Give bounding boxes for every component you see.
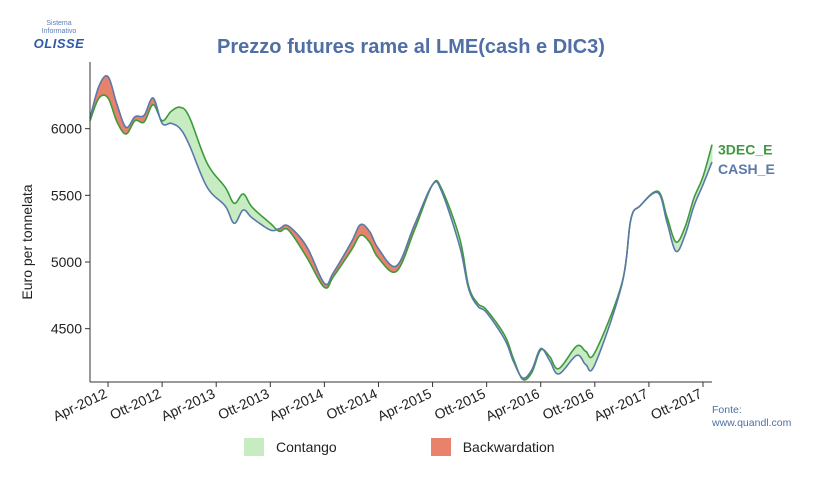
- axes: 4500 5000 5500 6000 Apr-2012Ott-2012Apr-2013…: [19, 62, 712, 424]
- series-label-cash-e: CASH_E: [718, 161, 775, 177]
- y-tick-label: 5500: [51, 187, 82, 203]
- logo-brand: OLISSE: [33, 36, 85, 51]
- logo-line-2: Informativo: [41, 28, 77, 35]
- series-line-3dec-e: [89, 94, 713, 381]
- olisse-logo: Sistema Informativo OLISSE: [32, 20, 86, 51]
- x-tick-label: Ott-2015: [432, 385, 488, 423]
- legend-swatch-contango: [244, 438, 264, 456]
- series-labels: 3DEC_E CASH_E: [718, 142, 775, 177]
- x-tick-label: Apr-2015: [375, 385, 434, 424]
- x-tick-label: Ott-2016: [540, 385, 596, 423]
- spread-fills: [89, 75, 713, 381]
- series-line-cash-e: [89, 74, 713, 380]
- series-lines: [89, 74, 713, 381]
- legend-label-backwardation: Backwardation: [462, 439, 555, 455]
- series-label-3dec-e: 3DEC_E: [718, 142, 772, 158]
- legend-swatch-backwardation: [430, 438, 451, 456]
- chart-title: Prezzo futures rame al LME(cash e DIC3): [217, 36, 605, 58]
- y-tick-label: 4500: [51, 321, 82, 337]
- x-tick-label: Apr-2014: [267, 385, 326, 424]
- logo-line-1: Sistema: [46, 20, 72, 27]
- x-tick-label: Apr-2013: [159, 385, 218, 424]
- x-tick-label: Ott-2017: [648, 385, 704, 423]
- source-note: Fonte: www.quandl.com: [712, 404, 791, 430]
- legend-label-contango: Contango: [276, 439, 337, 455]
- x-tick-label: Ott-2013: [215, 385, 271, 423]
- y-axis-label: Euro per tonnelata: [19, 184, 35, 299]
- legend-item-contango: Contango: [244, 438, 337, 456]
- source-label: Fonte:: [712, 404, 742, 416]
- x-tick-label: Ott-2014: [324, 385, 380, 423]
- x-tick-label: Apr-2016: [483, 385, 542, 424]
- y-tick-label: 5000: [51, 254, 82, 270]
- x-tick-label: Ott-2012: [107, 385, 163, 423]
- x-tick-label: Apr-2017: [591, 385, 650, 424]
- source-url: www.quandl.com: [712, 417, 792, 429]
- legend: Contango Backwardation: [244, 438, 555, 456]
- legend-item-backwardation: Backwardation: [430, 438, 555, 456]
- x-tick-label: Apr-2012: [50, 385, 109, 424]
- y-tick-label: 6000: [51, 121, 82, 137]
